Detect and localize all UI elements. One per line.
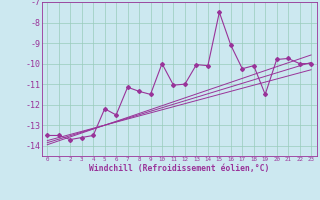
- X-axis label: Windchill (Refroidissement éolien,°C): Windchill (Refroidissement éolien,°C): [89, 164, 269, 173]
